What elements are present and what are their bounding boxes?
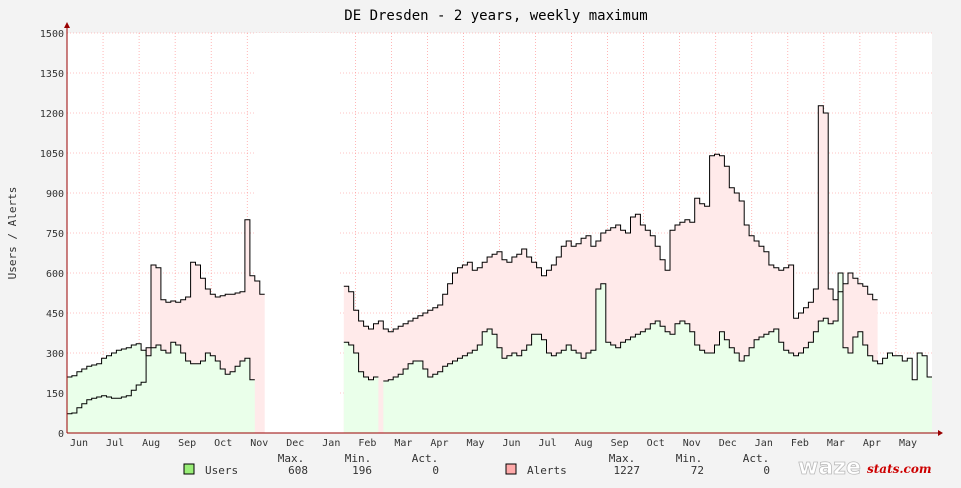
y-tick-label: 1200 [40,109,64,120]
x-tick-label: Jan [755,438,773,449]
series-line-users [67,341,255,381]
logo-stats-text: stats.com [867,462,932,476]
x-tick-label: Nov [250,438,268,449]
y-tick-label: 1350 [40,69,64,80]
x-tick-label: Feb [358,438,376,449]
legend-users-label: Users [205,464,238,477]
x-tick-label: Aug [142,438,160,449]
wazestats-logo: waze stats.com [798,455,932,481]
data-gaps [254,33,339,433]
x-tick-label: Oct [647,438,665,449]
legend-users-swatch [183,463,195,475]
logo-waze-text: waze [798,455,861,480]
x-tick-label: Oct [214,438,232,449]
y-tick-label: 450 [46,309,64,320]
axes [64,22,943,436]
x-tick-label: May [466,438,484,449]
x-tick-label: Jul [539,438,557,449]
series-area-users [67,342,255,433]
x-tick-label: Apr [430,438,448,449]
legend: Max. Min. Act. Users 608 196 0 Max. Min.… [183,452,770,477]
x-tick-label: Dec [286,438,304,449]
x-axis-arrow [938,430,943,436]
y-axis-arrow [64,22,70,28]
data-gap [254,33,339,433]
y-tick-label: 900 [46,189,64,200]
series-area-users [343,342,379,433]
legend-alerts-max-header: Max. [609,452,636,465]
x-tick-label: Dec [719,438,737,449]
y-tick-label: 150 [46,389,64,400]
x-tick-label: Sep [178,438,196,449]
legend-alerts-act: 0 [763,464,770,477]
y-tick-label: 300 [46,349,64,360]
series-lines [67,105,932,415]
x-tick-label: Jun [70,438,88,449]
legend-users-max: 608 [288,464,308,477]
series-area-users [383,273,932,433]
x-tick-label: Jan [322,438,340,449]
series-line-users [383,272,932,382]
x-tick-label: Jun [503,438,521,449]
legend-alerts-max: 1227 [614,464,641,477]
legend-users-min-header: Min. [345,452,372,465]
series-line-alerts [343,105,878,333]
legend-alerts-label: Alerts [527,464,567,477]
x-tick-label: Feb [791,438,809,449]
x-tick-label: Jul [106,438,124,449]
legend-alerts-min-header: Min. [676,452,703,465]
y-tick-labels: 0 150 300 450 600 750 900 1050 1200 1350 1500 [40,29,64,440]
x-tick-label: Nov [683,438,701,449]
series-line-alerts [67,219,265,415]
x-tick-label: Mar [827,438,845,449]
legend-alerts-swatch [505,463,517,475]
y-tick-label: 1500 [40,29,64,40]
x-tick-label: Aug [575,438,593,449]
legend-users-act: 0 [432,464,439,477]
legend-users-max-header: Max. [278,452,305,465]
x-tick-label: Mar [394,438,412,449]
y-tick-label: 1050 [40,149,64,160]
x-tick-label: May [899,438,917,449]
x-tick-label: Apr [863,438,881,449]
y-tick-label: 600 [46,269,64,280]
legend-users-act-header: Act. [412,452,439,465]
legend-users-min: 196 [352,464,372,477]
y-axis-label: Users / Alerts [6,187,19,280]
series-line-users [343,341,379,381]
chart-title: DE Dresden - 2 years, weekly maximum [344,8,647,24]
x-tick-labels: Jun Jul Aug Sep Oct Nov Dec Jan Feb Mar Apr May Jun J… [70,438,917,449]
series-areas [67,105,932,434]
y-tick-label: 0 [58,429,64,440]
x-tick-label: Sep [611,438,629,449]
y-tick-label: 750 [46,229,64,240]
legend-alerts-min: 72 [691,464,704,477]
legend-alerts-act-header: Act. [743,452,770,465]
